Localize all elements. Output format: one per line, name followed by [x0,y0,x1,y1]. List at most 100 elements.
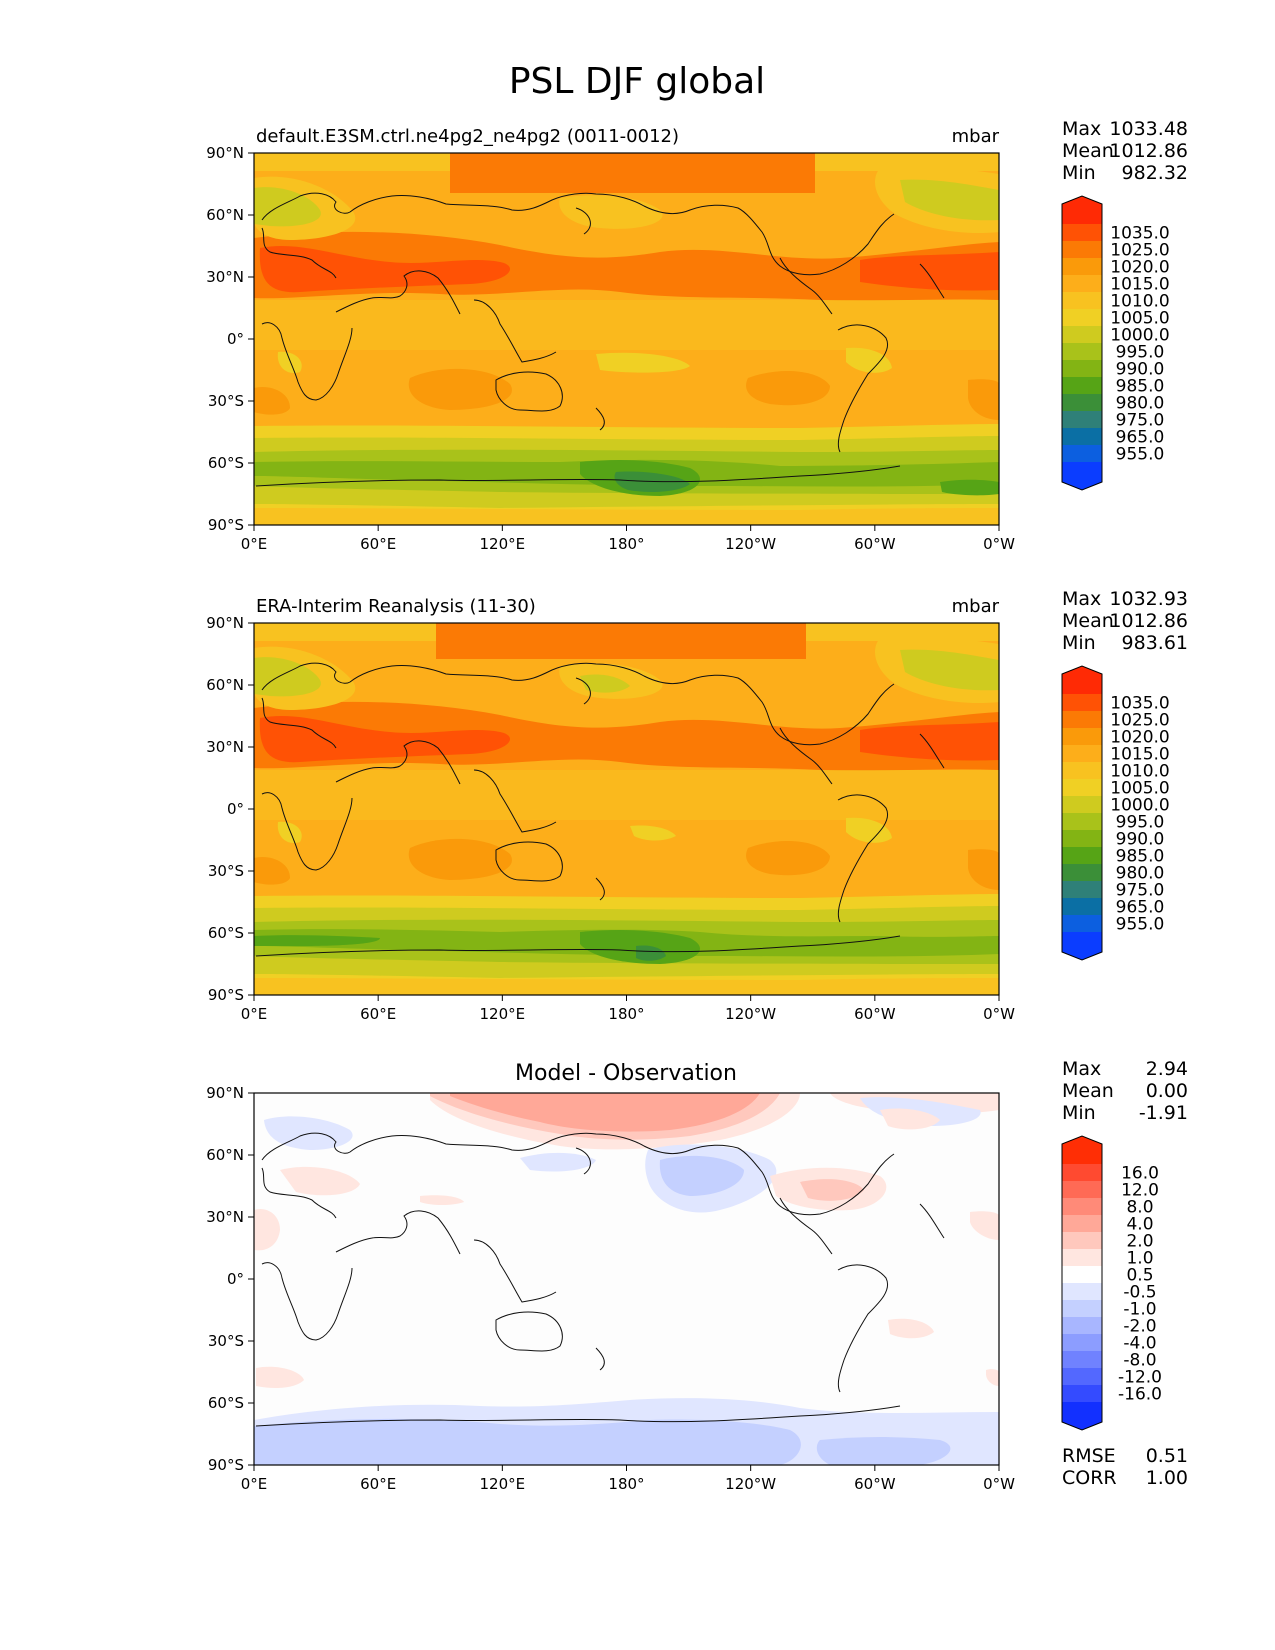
coastlines [255,192,945,487]
colorbar-label: 1015.0 [1110,275,1169,295]
stat-value: 982.32 [1122,162,1188,184]
lat-tick-label: 60°S [208,454,244,472]
lat-tick-label: 60°S [208,1394,244,1412]
colorbar-segment [1062,360,1102,378]
colorbar-segment [1062,1215,1102,1233]
colorbar-label: 1000.0 [1110,326,1169,346]
stat-label: Min [1062,162,1096,184]
colorbar-label: 12.0 [1121,1181,1159,1201]
colorbar-label: 1000.0 [1110,796,1169,816]
colorbar-segment [1062,864,1102,882]
colorbar-label: -4.0 [1123,1334,1156,1354]
stat-label: Max [1062,588,1101,610]
stat-label: Min [1062,1102,1096,1124]
colorbar-label: 1015.0 [1110,745,1169,765]
colorbar-segment [1062,394,1102,412]
colorbar-segment [1062,762,1102,780]
colorbar-segment [1062,275,1102,293]
colorbar-segment [1062,1266,1102,1284]
lon-tick-label: 120°E [480,1475,526,1493]
lat-tick-label: 0° [227,330,244,348]
colorbar-segment [1062,1198,1102,1216]
lat-tick-label: 30°N [206,1208,244,1226]
colorbar-segment [1062,898,1102,916]
colorbar-segment [1062,711,1102,729]
colorbar-label: 995.0 [1116,813,1165,833]
colorbar-label: 955.0 [1116,445,1165,465]
colorbar-segment [1062,1164,1102,1182]
stat-label: CORR [1062,1467,1117,1489]
stat-value: 983.61 [1122,632,1188,654]
colorbar-label: 975.0 [1116,881,1165,901]
map-field-test [254,153,999,525]
figure-title: PSL DJF global [509,61,765,102]
lat-tick-label: 60°N [206,206,244,224]
colorbar-extend-max [1062,196,1102,224]
colorbar-extend-min [1062,462,1102,490]
colorbar-label: 16.0 [1121,1164,1159,1184]
lat-tick-label: 60°N [206,676,244,694]
panel-units: mbar [952,596,1000,617]
lon-tick-label: 120°E [480,1005,526,1023]
colorbar-label: 8.0 [1126,1198,1153,1218]
colorbar-label: 980.0 [1116,394,1165,414]
colorbar-segment [1062,1249,1102,1267]
colorbar-label: 1010.0 [1110,762,1169,782]
lon-tick-label: 0°E [241,535,268,553]
colorbar-label: 1.0 [1126,1249,1153,1269]
colorbar-segment [1062,694,1102,712]
colorbar-label: 1025.0 [1110,711,1169,731]
colorbar-segment [1062,1368,1102,1386]
lon-tick-label: 60°E [360,1005,396,1023]
colorbar-extend-max [1062,1136,1102,1164]
colorbar-label: 990.0 [1116,360,1165,380]
colorbar-outline [1061,1135,1103,1431]
lon-tick-label: 60°W [854,1005,896,1023]
lat-tick-label: 0° [227,1270,244,1288]
lat-tick-label: 90°N [206,1084,244,1102]
colorbar-label: 1010.0 [1110,292,1169,312]
colorbar-label: 1035.0 [1110,224,1169,244]
colorbar-label: -16.0 [1118,1385,1162,1405]
panel-ref: ERA-Interim Reanalysis (11-30) mbar 90°N… [206,588,1188,1023]
lon-tick-label: 180° [608,535,644,553]
colorbar-segment [1062,1283,1102,1301]
colorbar-label: -8.0 [1123,1351,1156,1371]
lon-tick-label: 60°E [360,535,396,553]
colorbar-segment [1062,1317,1102,1335]
lat-tick-label: 30°S [208,1332,244,1350]
map-field-diff [254,1093,999,1465]
panel-left-title: default.E3SM.ctrl.ne4pg2_ne4pg2 (0011-00… [256,126,679,147]
lat-tick-label: 30°S [208,392,244,410]
colorbar-label: 1025.0 [1110,241,1169,261]
stat-value: 1.00 [1146,1467,1188,1489]
colorbar-segment [1062,1385,1102,1403]
colorbar-label: 1020.0 [1110,258,1169,278]
stat-value: -1.91 [1139,1102,1188,1124]
colorbar-segment [1062,428,1102,446]
panel-diff: Model - Observation 90°N 60°N 30°N 0° 30°S 60… [206,1058,1188,1493]
stat-label: RMSE [1062,1445,1116,1467]
coastlines [255,1132,945,1427]
colorbar-segment [1062,377,1102,395]
colorbar-label: 995.0 [1116,343,1165,363]
colorbar-label: 2.0 [1126,1232,1153,1252]
colorbar-segment [1062,847,1102,865]
colorbar-segment [1062,411,1102,429]
colorbar-segment [1062,779,1102,797]
lat-tick-label: 0° [227,800,244,818]
stat-value: 1012.86 [1109,140,1188,162]
lat-tick-label: 90°N [206,614,244,632]
colorbar-segment [1062,326,1102,344]
colorbar-segment [1062,1334,1102,1352]
colorbar-segment [1062,224,1102,242]
colorbar-label: -1.0 [1123,1300,1156,1320]
lon-tick-label: 60°E [360,1475,396,1493]
colorbar-label: 965.0 [1116,898,1165,918]
map-field-ref [254,623,999,995]
stat-label: Min [1062,632,1096,654]
colorbar-segment [1062,258,1102,276]
stat-value: 1033.48 [1109,118,1188,140]
colorbar-segment [1062,1351,1102,1369]
lon-tick-label: 0°W [983,535,1015,553]
